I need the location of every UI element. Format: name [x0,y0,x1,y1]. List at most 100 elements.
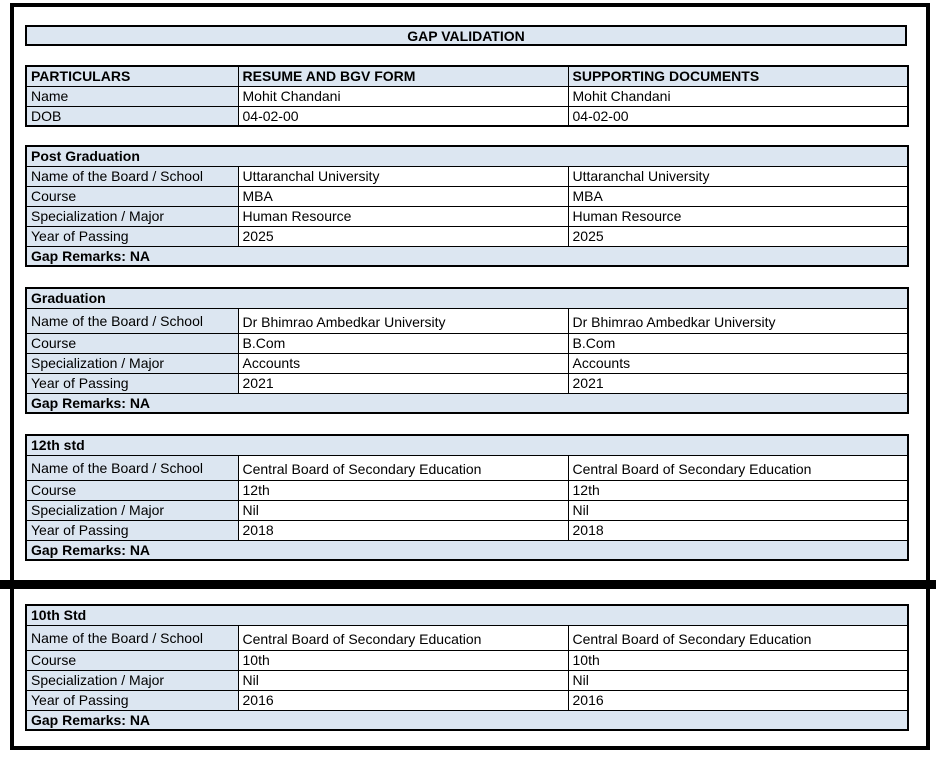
row-label-dob: DOB [25,105,239,127]
table-row: Name of the Board / School Central Board… [25,624,909,651]
section-title: 12th std [25,434,909,456]
gap-remarks: Gap Remarks: NA [25,245,909,267]
row-label-year: Year of Passing [25,372,239,394]
resume-value-board: Dr Bhimrao Ambedkar University [237,307,569,334]
table-header-row: PARTICULARS RESUME AND BGV FORM SUPPORTI… [25,65,909,87]
row-label-board: Name of the Board / School [25,454,239,481]
table-row: Year of Passing 2021 2021 [25,372,909,394]
resume-value-specialization: Accounts [237,352,569,374]
table-row: Course 10th 10th [25,649,909,671]
table-row: Course MBA MBA [25,185,909,207]
section-table-12th: 12th std Name of the Board / School Cent… [25,434,910,561]
table-row: Specialization / Major Nil Nil [25,669,909,691]
gap-remarks: Gap Remarks: NA [25,709,909,731]
resume-value-year: 2021 [237,372,569,394]
supporting-value-year: 2016 [567,689,909,711]
supporting-value-course: B.Com [567,332,909,354]
gap-remarks: Gap Remarks: NA [25,392,909,414]
table-row: Specialization / Major Accounts Accounts [25,352,909,374]
table-row: Year of Passing 2025 2025 [25,225,909,247]
column-header-supporting: SUPPORTING DOCUMENTS [567,65,909,87]
section-table-post-graduation: Post Graduation Name of the Board / Scho… [25,145,910,267]
supporting-value-board: Central Board of Secondary Education [567,454,909,481]
resume-value-course: B.Com [237,332,569,354]
row-label-year: Year of Passing [25,519,239,541]
section-title-row: 10th Std [25,604,909,626]
supporting-value-course: MBA [567,185,909,207]
supporting-value-dob: 04-02-00 [567,105,909,127]
supporting-value-course: 12th [567,479,909,501]
resume-value-course: 12th [237,479,569,501]
supporting-value-specialization: Accounts [567,352,909,374]
row-label-board: Name of the Board / School [25,307,239,334]
table-row: Course 12th 12th [25,479,909,501]
row-label-board: Name of the Board / School [25,165,239,187]
section-title-row: Graduation [25,287,909,309]
section-table-10th: 10th Std Name of the Board / School Cent… [25,604,910,731]
gap-remarks: Gap Remarks: NA [25,539,909,561]
row-label-specialization: Specialization / Major [25,205,239,227]
resume-value-course: MBA [237,185,569,207]
supporting-value-board: Dr Bhimrao Ambedkar University [567,307,909,334]
resume-value-year: 2025 [237,225,569,247]
resume-value-specialization: Nil [237,669,569,691]
table-row: Name of the Board / School Uttaranchal U… [25,165,909,187]
page-break-divider [0,580,936,589]
gap-remarks-row: Gap Remarks: NA [25,709,909,731]
section-table-graduation: Graduation Name of the Board / School Dr… [25,287,910,414]
page-border-frame [10,3,930,750]
resume-value-board: Central Board of Secondary Education [237,624,569,651]
resume-value-board: Uttaranchal University [237,165,569,187]
row-label-specialization: Specialization / Major [25,669,239,691]
table-row: Specialization / Major Nil Nil [25,499,909,521]
supporting-value-board: Uttaranchal University [567,165,909,187]
supporting-value-board: Central Board of Secondary Education [567,624,909,651]
supporting-value-course: 10th [567,649,909,671]
resume-value-board: Central Board of Secondary Education [237,454,569,481]
column-header-particulars: PARTICULARS [25,65,239,87]
row-label-specialization: Specialization / Major [25,499,239,521]
resume-value-course: 10th [237,649,569,671]
table-row: Name of the Board / School Dr Bhimrao Am… [25,307,909,334]
table-row: Year of Passing 2018 2018 [25,519,909,541]
section-title: Graduation [25,287,909,309]
row-label-board: Name of the Board / School [25,624,239,651]
row-label-name: Name [25,85,239,107]
supporting-value-year: 2018 [567,519,909,541]
supporting-value-specialization: Human Resource [567,205,909,227]
table-row: DOB 04-02-00 04-02-00 [25,105,909,127]
column-header-resume: RESUME AND BGV FORM [237,65,569,87]
table-row: Specialization / Major Human Resource Hu… [25,205,909,227]
row-label-course: Course [25,649,239,671]
supporting-value-name: Mohit Chandani [567,85,909,107]
row-label-specialization: Specialization / Major [25,352,239,374]
section-title: 10th Std [25,604,909,626]
row-label-course: Course [25,332,239,354]
resume-value-dob: 04-02-00 [237,105,569,127]
gap-remarks-row: Gap Remarks: NA [25,245,909,267]
resume-value-specialization: Human Resource [237,205,569,227]
resume-value-year: 2016 [237,689,569,711]
table-row: Name of the Board / School Central Board… [25,454,909,481]
table-row: Year of Passing 2016 2016 [25,689,909,711]
row-label-year: Year of Passing [25,225,239,247]
row-label-course: Course [25,185,239,207]
resume-value-year: 2018 [237,519,569,541]
supporting-value-year: 2021 [567,372,909,394]
particulars-table: PARTICULARS RESUME AND BGV FORM SUPPORTI… [25,65,909,127]
resume-value-name: Mohit Chandani [237,85,569,107]
row-label-course: Course [25,479,239,501]
resume-value-specialization: Nil [237,499,569,521]
row-label-year: Year of Passing [25,689,239,711]
section-title: Post Graduation [25,145,909,167]
supporting-value-year: 2025 [567,225,909,247]
table-row: Course B.Com B.Com [25,332,909,354]
gap-remarks-row: Gap Remarks: NA [25,539,909,561]
section-title-row: Post Graduation [25,145,909,167]
supporting-value-specialization: Nil [567,499,909,521]
gap-remarks-row: Gap Remarks: NA [25,392,909,414]
table-row: Name Mohit Chandani Mohit Chandani [25,85,909,107]
page-title: GAP VALIDATION [25,25,907,46]
supporting-value-specialization: Nil [567,669,909,691]
section-title-row: 12th std [25,434,909,456]
